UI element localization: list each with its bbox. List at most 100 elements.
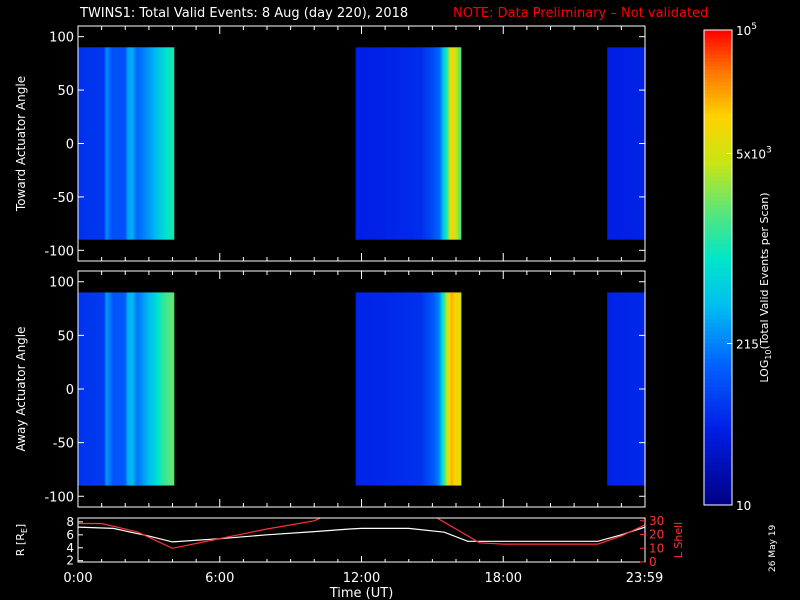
heatmap-cell xyxy=(635,292,638,486)
heatmap-cell xyxy=(355,292,358,486)
heatmap-cell xyxy=(614,47,617,240)
heatmap-cell xyxy=(144,292,146,486)
colorbar-segment xyxy=(704,433,732,439)
heatmap-cell xyxy=(416,47,418,240)
heatmap-cell xyxy=(102,47,105,240)
heatmap-cell xyxy=(374,47,377,240)
heatmap-cell xyxy=(627,47,629,240)
heatmap-cell xyxy=(170,292,173,486)
colorbar-segment xyxy=(704,136,732,142)
heatmap-cell xyxy=(416,292,418,486)
heatmap-cell xyxy=(449,292,451,486)
heatmap-cell xyxy=(364,47,366,240)
colorbar-segment xyxy=(704,65,732,71)
heatmap-cell xyxy=(407,292,410,486)
heatmap-cell xyxy=(114,292,117,486)
heatmap-cell xyxy=(400,292,402,486)
colorbar-segment xyxy=(704,429,732,435)
heatmap-cell xyxy=(627,292,629,486)
colorbar-segment xyxy=(704,295,732,300)
heatmap-cell xyxy=(120,292,123,486)
colorbar-segment xyxy=(704,326,732,332)
heatmap-cell xyxy=(429,47,431,240)
r-tick-label: 2 xyxy=(66,554,74,568)
heatmap-cell xyxy=(83,47,86,240)
colorbar-segment xyxy=(704,105,732,110)
heatmap-cell xyxy=(128,47,130,240)
heatmap-cell xyxy=(383,292,386,486)
heatmap-cell xyxy=(160,292,162,486)
colorbar-segment xyxy=(704,216,732,221)
heatmap-cell xyxy=(113,292,116,486)
heatmap-cell xyxy=(368,292,371,486)
heatmap-cell xyxy=(404,292,407,486)
colorbar-segment xyxy=(704,227,732,233)
y-tick-label: 50 xyxy=(57,329,74,344)
heatmap-cell xyxy=(412,47,414,240)
colorbar-segment xyxy=(704,220,732,225)
heatmap-cell xyxy=(116,292,119,486)
heatmap-cell xyxy=(363,47,365,240)
colorbar-segment xyxy=(704,378,732,383)
heatmap-cell xyxy=(168,47,171,240)
heatmap-cell xyxy=(374,292,377,486)
r-tick-label: 8 xyxy=(66,515,74,529)
heatmap-cell xyxy=(409,292,411,486)
colorbar-segment xyxy=(704,303,732,308)
colorbar-segment xyxy=(704,30,732,35)
heatmap-cell xyxy=(624,47,626,240)
heatmap-cell xyxy=(454,47,457,240)
y-tick-label: -50 xyxy=(53,437,74,452)
heatmap-cell xyxy=(433,47,435,240)
heatmap-cell xyxy=(153,292,156,486)
heatmap-cell xyxy=(624,292,626,486)
heatmap-cell xyxy=(98,47,101,240)
heatmap-cell xyxy=(454,292,457,486)
colorbar-segment xyxy=(704,322,732,328)
heatmap-cell xyxy=(159,292,161,486)
heatmap-cell xyxy=(371,292,374,486)
heatmap-cell xyxy=(164,47,166,240)
heatmap-cell xyxy=(84,292,87,486)
date-stamp: 26 May 19 xyxy=(768,524,778,572)
heatmap-cell xyxy=(432,292,434,486)
heatmap-cell xyxy=(628,47,631,240)
colorbar-segment xyxy=(704,410,732,415)
heatmap-cell xyxy=(139,292,141,486)
heatmap-cell xyxy=(107,292,109,486)
heatmap-cell xyxy=(415,292,417,486)
heatmap-cell xyxy=(156,47,158,240)
heatmap-cell xyxy=(84,47,87,240)
colorbar-segment xyxy=(704,441,732,447)
heatmap-cell xyxy=(632,292,635,486)
heatmap-cell xyxy=(385,47,388,240)
heatmap-cell xyxy=(86,292,89,486)
heatmap-cell xyxy=(622,292,624,486)
heatmap-cell xyxy=(119,292,122,486)
heatmap-cell xyxy=(398,292,400,486)
colorbar-segment xyxy=(704,311,732,316)
heatmap-cell xyxy=(169,47,172,240)
colorbar-segment xyxy=(704,342,732,348)
colorbar-segment xyxy=(704,77,732,82)
heatmap-cell xyxy=(443,292,446,486)
heatmap-cell xyxy=(631,292,634,486)
colorbar-segment xyxy=(704,334,732,340)
heatmap-cell xyxy=(444,292,446,486)
heatmap-cell xyxy=(163,292,165,486)
colorbar-segment xyxy=(704,231,732,237)
heatmap-cell xyxy=(420,292,423,486)
heatmap-cell xyxy=(634,292,637,486)
colorbar-segment xyxy=(704,132,732,138)
heatmap-cell xyxy=(151,47,154,240)
colorbar-segment xyxy=(704,259,732,265)
heatmap-cell xyxy=(166,47,169,240)
heatmap-cell xyxy=(409,47,411,240)
heatmap-cell xyxy=(629,292,632,486)
heatmap-cell xyxy=(420,47,423,240)
heatmap-cell xyxy=(629,47,632,240)
heatmap-cell xyxy=(375,292,377,486)
heatmap-cell xyxy=(460,47,462,240)
heatmap-cell xyxy=(610,47,613,240)
y-tick-label: 50 xyxy=(57,84,74,99)
